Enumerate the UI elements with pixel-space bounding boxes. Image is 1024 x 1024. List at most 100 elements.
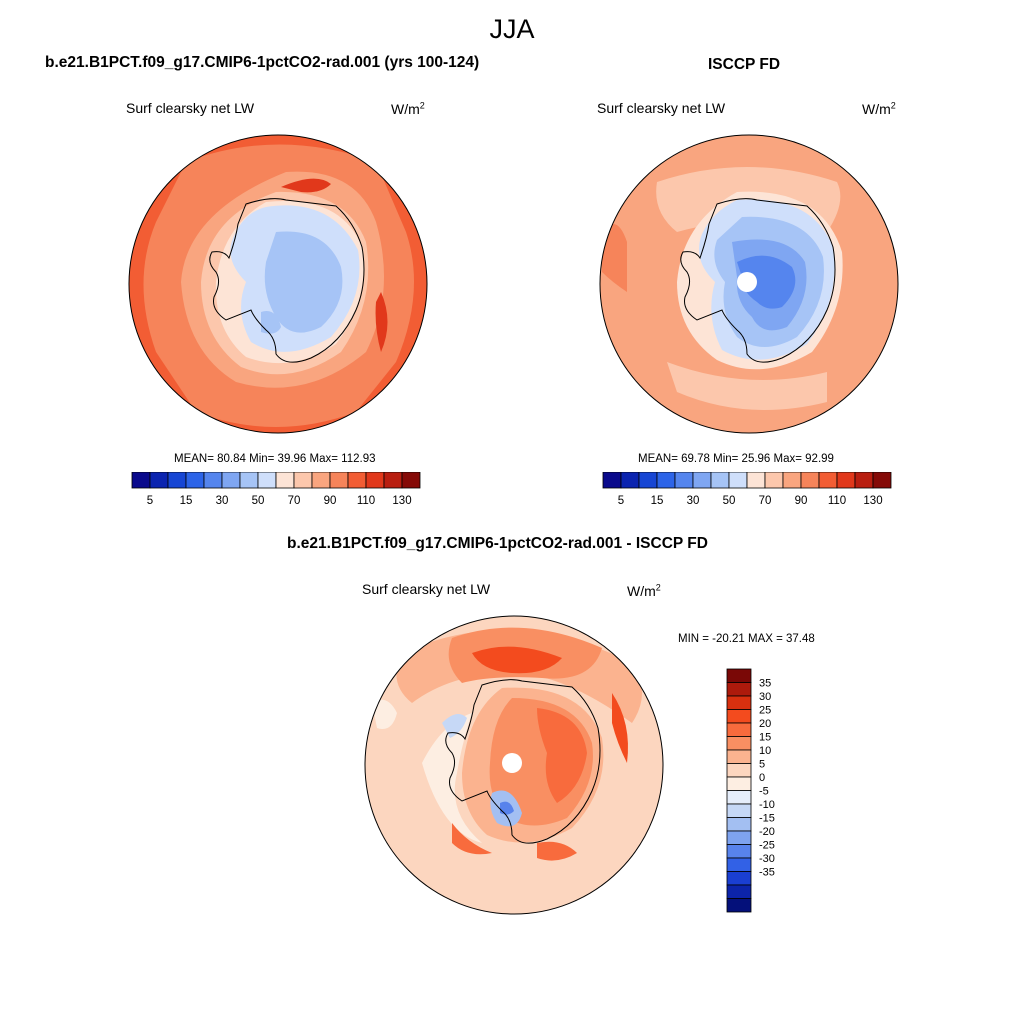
obs-colorbar-box xyxy=(674,472,694,489)
diff-colorbar-tick-label: -10 xyxy=(759,799,775,811)
diff-colorbar-tick-label: 15 xyxy=(759,732,771,744)
model-colorbar-tick-label: 130 xyxy=(392,495,411,507)
model-colorbar-box xyxy=(221,472,241,489)
obs-colorbar-tick-label: 70 xyxy=(759,495,772,507)
diff-colorbar-box xyxy=(726,695,752,710)
obs-colorbar-box xyxy=(818,472,838,489)
diff-colorbar-box xyxy=(726,830,752,845)
obs-colorbar-tick-label: 30 xyxy=(687,495,700,507)
obs-colorbar-tick-label: 110 xyxy=(828,495,846,507)
diff-colorbar-tick-label: -5 xyxy=(759,786,769,798)
obs-colorbar-box xyxy=(782,472,802,489)
obs-colorbar-box xyxy=(854,472,874,489)
model-colorbar-box xyxy=(293,472,313,489)
obs-colorbar-box xyxy=(800,472,820,489)
obs-colorbar-tick-label: 15 xyxy=(651,495,664,507)
obs-units-label: W/m2 xyxy=(862,100,896,117)
obs-panel-title: ISCCP FD xyxy=(708,56,781,73)
obs-colorbar-tick-label: 5 xyxy=(618,495,624,507)
model-colorbar-box xyxy=(365,472,385,489)
obs-stats: MEAN= 69.78 Min= 25.96 Max= 92.99 xyxy=(638,453,834,465)
diff-colorbar-box xyxy=(726,803,752,818)
diff-colorbar-box xyxy=(726,898,752,913)
model-colorbar-box xyxy=(239,472,259,489)
model-colorbar-box xyxy=(329,472,349,489)
obs-colorbar-box xyxy=(764,472,784,489)
model-colorbar-tick-label: 110 xyxy=(357,495,375,507)
model-colorbar-tick-label: 50 xyxy=(252,495,265,507)
diff-colorbar-tick-label: 20 xyxy=(759,718,771,730)
diff-colorbar-box xyxy=(726,857,752,872)
diff-colorbar-tick-label: 25 xyxy=(759,705,771,717)
diff-colorbar-box xyxy=(726,871,752,886)
diff-colorbar-tick-label: 0 xyxy=(759,772,765,784)
diff-colorbar-box xyxy=(726,722,752,737)
model-stats: MEAN= 80.84 Min= 39.96 Max= 112.93 xyxy=(174,453,376,465)
model-variable-label: Surf clearsky net LW xyxy=(126,100,255,116)
model-colorbar-box xyxy=(131,472,151,489)
obs-colorbar-box xyxy=(710,472,730,489)
diff-colorbar-box xyxy=(726,884,752,899)
diff-polar-map xyxy=(364,615,664,915)
model-colorbar-tick-label: 15 xyxy=(180,495,193,507)
model-units-label: W/m2 xyxy=(391,100,425,117)
obs-colorbar-tick-label: 50 xyxy=(723,495,736,507)
obs-colorbar: 5 15 30 50 70 90 110 130 xyxy=(602,472,892,507)
diff-colorbar-box xyxy=(726,749,752,764)
diff-colorbar-tick-label: -30 xyxy=(759,853,775,865)
obs-colorbar-tick-label: 90 xyxy=(795,495,808,507)
model-colorbar-tick-label: 5 xyxy=(147,495,153,507)
obs-colorbar-box xyxy=(620,472,640,489)
model-colorbar-box xyxy=(167,472,187,489)
model-colorbar-box xyxy=(185,472,205,489)
diff-colorbar-box xyxy=(726,736,752,751)
model-colorbar-box xyxy=(257,472,277,489)
diff-colorbar-box xyxy=(726,763,752,778)
diff-colorbar-box xyxy=(726,817,752,832)
obs-colorbar-box xyxy=(728,472,748,489)
diff-colorbar-tick-label: -15 xyxy=(759,813,775,825)
diff-colorbar-tick-label: 30 xyxy=(759,691,771,703)
diff-variable-label: Surf clearsky net LW xyxy=(362,581,491,597)
diff-colorbar-box xyxy=(726,709,752,724)
diff-colorbar-box xyxy=(726,790,752,805)
model-colorbar: 5 15 30 50 70 90 110 130 xyxy=(131,472,421,507)
obs-colorbar-box xyxy=(692,472,712,489)
model-colorbar-tick-label: 90 xyxy=(324,495,337,507)
season-title: JJA xyxy=(489,14,535,44)
diff-colorbar-tick-label: 5 xyxy=(759,759,765,771)
obs-colorbar-box xyxy=(656,472,676,489)
diff-colorbar-tick-label: 35 xyxy=(759,678,771,690)
obs-colorbar-box xyxy=(872,472,892,489)
diff-colorbar-box xyxy=(726,776,752,791)
model-colorbar-box xyxy=(275,472,295,489)
model-colorbar-box xyxy=(347,472,367,489)
diff-colorbar-tick-label: -20 xyxy=(759,826,775,838)
model-colorbar-box xyxy=(401,472,421,489)
model-colorbar-tick-label: 70 xyxy=(288,495,301,507)
diff-panel-title: b.e21.B1PCT.f09_g17.CMIP6-1pctCO2-rad.00… xyxy=(287,535,708,552)
diff-colorbar-tick-label: 10 xyxy=(759,745,771,757)
model-colorbar-box xyxy=(311,472,331,489)
obs-colorbar-box xyxy=(836,472,856,489)
diff-stats: MIN = -20.21 MAX = 37.48 xyxy=(678,633,815,645)
obs-colorbar-tick-label: 130 xyxy=(863,495,882,507)
obs-variable-label: Surf clearsky net LW xyxy=(597,100,726,116)
obs-colorbar-box xyxy=(746,472,766,489)
model-colorbar-box xyxy=(149,472,169,489)
model-colorbar-box xyxy=(383,472,403,489)
model-panel-title: b.e21.B1PCT.f09_g17.CMIP6-1pctCO2-rad.00… xyxy=(45,54,480,71)
diff-colorbar-box xyxy=(726,682,752,697)
model-colorbar-box xyxy=(203,472,223,489)
obs-colorbar-box xyxy=(638,472,658,489)
diff-colorbar-box xyxy=(726,844,752,859)
diff-colorbar-box xyxy=(726,668,752,683)
obs-colorbar-box xyxy=(602,472,622,489)
model-polar-map xyxy=(128,134,428,434)
diff-units-label: W/m2 xyxy=(627,582,661,599)
model-colorbar-tick-label: 30 xyxy=(216,495,229,507)
diff-colorbar-tick-label: -25 xyxy=(759,840,775,852)
obs-polar-map xyxy=(599,134,899,434)
diff-colorbar-tick-label: -35 xyxy=(759,867,775,879)
